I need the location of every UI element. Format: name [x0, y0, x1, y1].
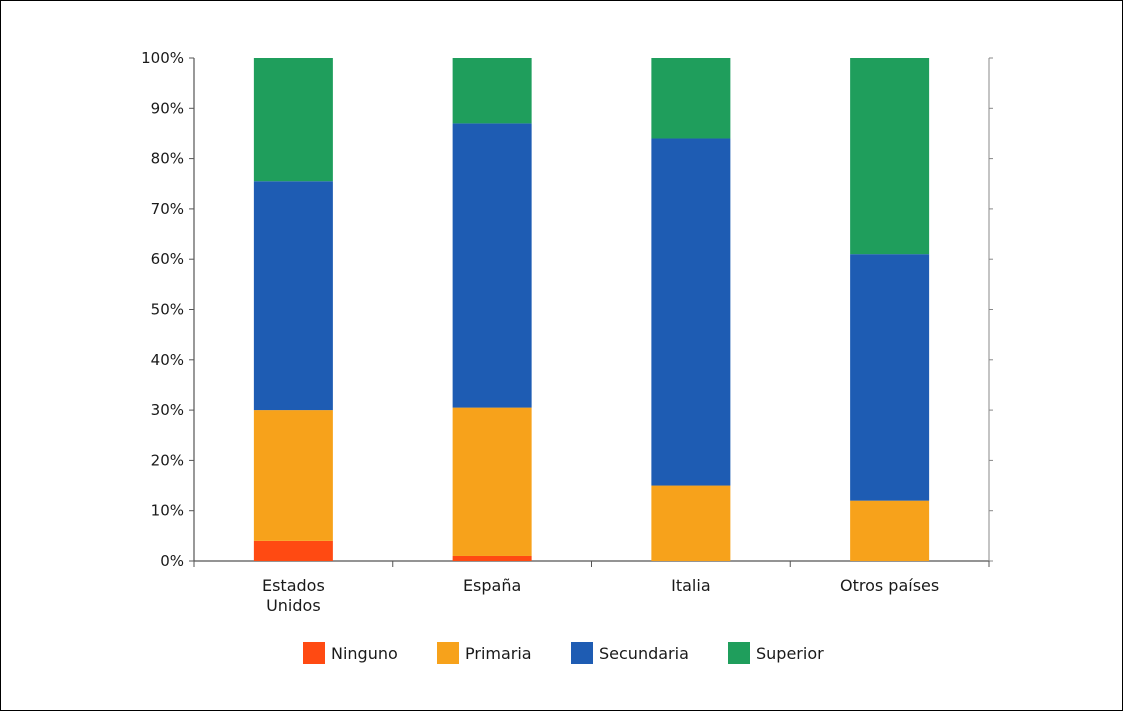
- y-tick-label: 50%: [151, 301, 184, 319]
- y-tick-label: 10%: [151, 502, 184, 520]
- legend-label: Ninguno: [331, 644, 398, 663]
- bar-segment-superior: [651, 58, 731, 139]
- y-tick-label: 60%: [151, 250, 184, 268]
- bar-segment-secundaria: [452, 123, 532, 408]
- y-tick-label: 30%: [151, 401, 184, 419]
- legend-swatch: [437, 642, 459, 664]
- bar-segment-secundaria: [850, 254, 930, 501]
- bar-segment-primaria: [452, 407, 532, 556]
- bar-segment-secundaria: [651, 138, 731, 486]
- bar-segment-ninguno: [253, 540, 333, 561]
- y-tick-label: 20%: [151, 451, 184, 469]
- legend-label: Superior: [756, 644, 824, 663]
- y-tick-label: 80%: [151, 150, 184, 168]
- bar-segment-primaria: [850, 500, 930, 561]
- bar-segment-secundaria: [253, 181, 333, 411]
- legend-swatch: [728, 642, 750, 664]
- legend-label: Secundaria: [599, 644, 689, 663]
- legend-item-secundaria: Secundaria: [571, 642, 689, 664]
- category-label: Otros países: [840, 576, 939, 595]
- y-tick-label: 100%: [141, 49, 184, 67]
- bar-segment-primaria: [253, 410, 333, 541]
- legend-item-ninguno: Ninguno: [303, 642, 398, 664]
- y-tick-label: 70%: [151, 200, 184, 218]
- category-labels: Estados Unidos España Italia Otros países: [262, 576, 939, 615]
- bar-segment-superior: [253, 58, 333, 182]
- bar-segment-primaria: [651, 485, 731, 561]
- category-label: Estados Unidos: [262, 576, 325, 615]
- y-tick-labels: 0% 10% 20% 30% 40% 50% 60% 70% 80% 90% 100%: [141, 49, 184, 570]
- bar-segment-superior: [452, 58, 532, 124]
- bar-segment-ninguno: [452, 555, 532, 561]
- legend-item-superior: Superior: [728, 642, 824, 664]
- category-label: España: [463, 576, 521, 595]
- legend: Ninguno Primaria Secundaria Superior: [303, 642, 824, 664]
- bars: [253, 58, 930, 561]
- y-tick-label: 0%: [160, 552, 184, 570]
- y-tick-label: 90%: [151, 99, 184, 117]
- legend-item-primaria: Primaria: [437, 642, 532, 664]
- legend-swatch: [571, 642, 593, 664]
- bar-segment-superior: [850, 58, 930, 255]
- legend-label: Primaria: [465, 644, 532, 663]
- legend-swatch: [303, 642, 325, 664]
- y-tick-label: 40%: [151, 351, 184, 369]
- category-label: Italia: [671, 576, 711, 595]
